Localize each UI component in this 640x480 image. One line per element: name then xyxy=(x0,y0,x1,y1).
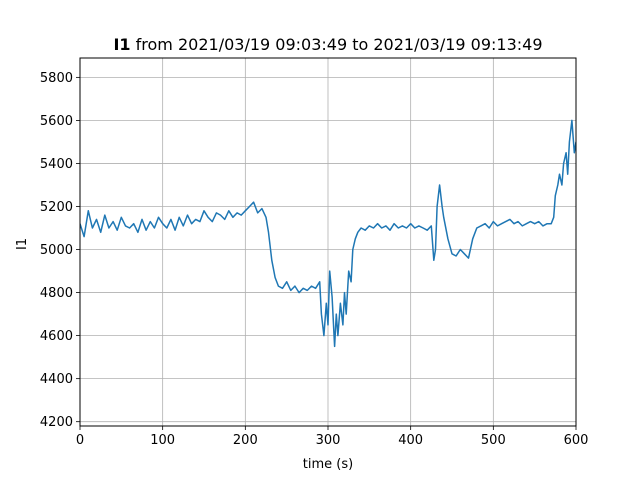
y-tick-label: 4200 xyxy=(40,415,73,430)
x-tick-label: 500 xyxy=(481,433,506,448)
y-tick-label: 4400 xyxy=(40,372,73,387)
chart-title: I1 from 2021/03/19 09:03:49 to 2021/03/1… xyxy=(113,35,542,54)
chart-title-rest: from 2021/03/19 09:03:49 to 2021/03/19 0… xyxy=(131,35,543,54)
chart-title-bold: I1 xyxy=(113,35,130,54)
y-tick-label: 5800 xyxy=(40,71,73,86)
grid-lines xyxy=(79,58,577,426)
x-tick-label: 600 xyxy=(564,433,589,448)
y-tick-label: 5000 xyxy=(40,243,73,258)
y-tick-label: 5400 xyxy=(40,157,73,172)
x-tick-label: 400 xyxy=(398,433,423,448)
x-tick-label: 300 xyxy=(316,433,341,448)
x-axis-label: time (s) xyxy=(303,457,353,472)
x-axis-ticks: 0 100 200 300 400 500 600 xyxy=(76,426,589,448)
y-tick-label: 5200 xyxy=(40,200,73,215)
y-axis-ticks: 4200 4400 4600 4800 5000 5200 5400 5600 5800 xyxy=(40,71,80,430)
y-axis-label: I1 xyxy=(15,238,30,250)
y-tick-label: 4600 xyxy=(40,329,73,344)
x-tick-label: 100 xyxy=(150,433,175,448)
x-tick-label: 200 xyxy=(233,433,258,448)
y-tick-label: 4800 xyxy=(40,286,73,301)
x-tick-label: 0 xyxy=(76,433,84,448)
y-tick-label: 5600 xyxy=(40,114,73,129)
data-layer xyxy=(80,119,576,348)
series-line xyxy=(80,119,576,348)
